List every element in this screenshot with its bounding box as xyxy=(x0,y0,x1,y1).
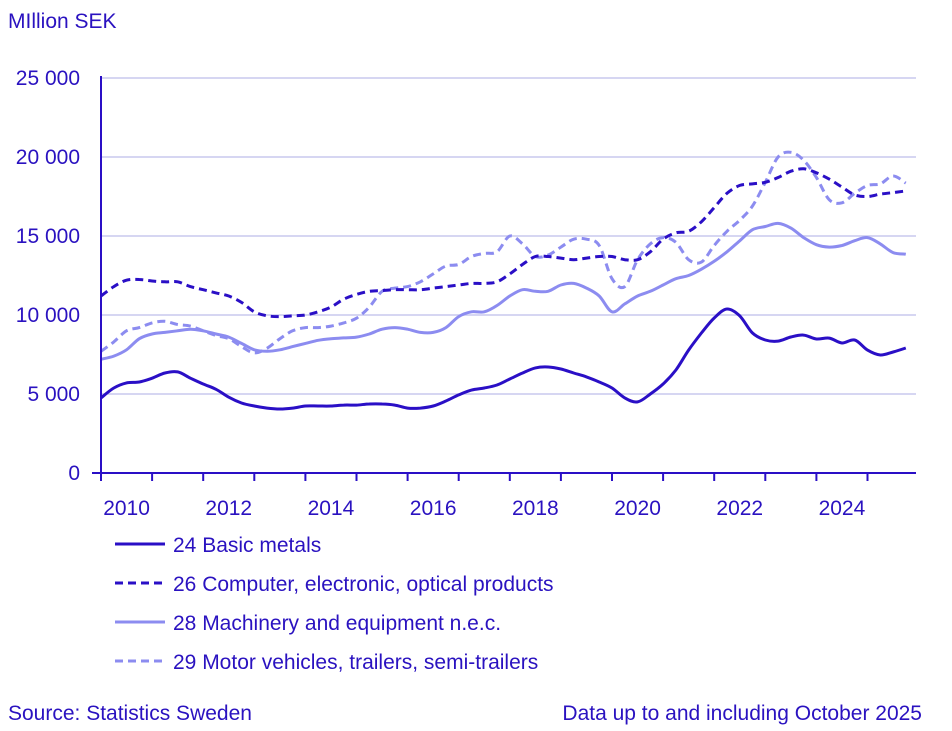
y-tick-label: 0 xyxy=(68,462,80,485)
y-tick-label: 10 000 xyxy=(16,304,80,327)
x-tick-label: 2012 xyxy=(205,497,252,520)
line-chart: MIllion SEK 0 5 000 10 000 15 000 20 000 25 0… xyxy=(8,10,916,674)
y-tick-labels: 0 5 000 10 000 15 000 20 000 25 000 xyxy=(16,67,80,485)
legend-label: 29 Motor vehicles, trailers, semi-traile… xyxy=(173,651,538,674)
y-tick-label: 5 000 xyxy=(27,383,80,406)
x-tick-label: 2024 xyxy=(819,497,866,520)
x-tick-label: 2020 xyxy=(614,497,661,520)
x-tick-label: 2016 xyxy=(410,497,457,520)
y-tick-label: 15 000 xyxy=(16,225,80,248)
x-tick-label: 2010 xyxy=(103,497,150,520)
x-tick-label: 2018 xyxy=(512,497,559,520)
series-line xyxy=(100,150,907,355)
series-line xyxy=(100,167,906,319)
source-note: Source: Statistics Sweden xyxy=(8,702,252,725)
series-line xyxy=(100,221,907,361)
series-lines xyxy=(100,150,907,411)
legend-label: 24 Basic metals xyxy=(173,534,321,557)
legend: 24 Basic metals 26 Computer, electronic, … xyxy=(115,534,554,674)
legend-label: 26 Computer, electronic, optical product… xyxy=(173,573,554,596)
x-tick-labels: 2010 2012 2014 2016 2018 2020 2022 2024 xyxy=(103,497,865,520)
x-tick-label: 2022 xyxy=(716,497,763,520)
legend-label: 28 Machinery and equipment n.e.c. xyxy=(173,612,501,635)
y-tick-label: 20 000 xyxy=(16,146,80,169)
series-line xyxy=(100,307,907,411)
y-tick-label: 25 000 xyxy=(16,67,80,90)
y-axis-label: MIllion SEK xyxy=(8,10,117,33)
x-tick-label: 2014 xyxy=(308,497,355,520)
axes xyxy=(92,76,916,481)
data-coverage-note: Data up to and including October 2025 xyxy=(562,702,922,725)
